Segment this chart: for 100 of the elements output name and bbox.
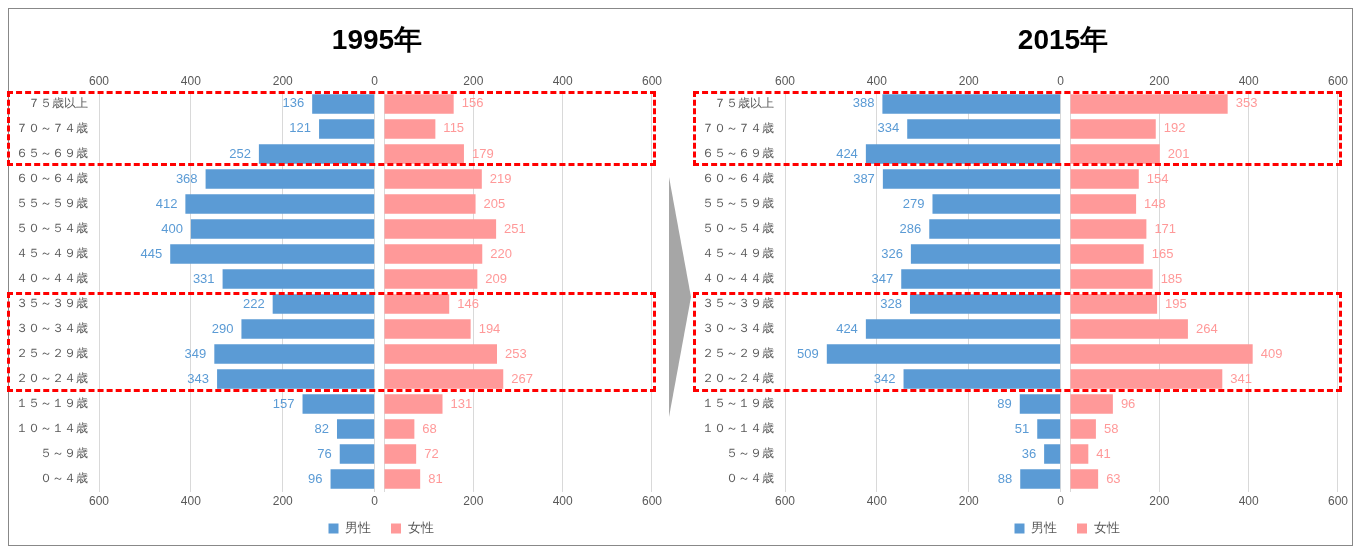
x2-tick-label: 200 [1149, 73, 1170, 88]
data-label: 388 [852, 95, 875, 111]
data-label: 267 [511, 370, 533, 386]
bar [907, 119, 1061, 139]
data-label: 148 [1144, 195, 1166, 211]
data-label: 154 [1146, 170, 1169, 186]
data-label: 131 [450, 395, 473, 411]
data-label: 146 [457, 295, 479, 311]
bar [170, 244, 375, 264]
bar [1037, 419, 1061, 439]
x-tick-label: 200 [958, 494, 980, 509]
y-tick-label: ５０～５４歳 [702, 221, 774, 236]
data-label: 424 [836, 145, 858, 161]
data-label: 205 [483, 195, 506, 211]
data-label: 72 [424, 445, 439, 461]
data-label: 209 [485, 270, 508, 286]
bar [1070, 94, 1228, 114]
x-tick-label: 400 [866, 494, 888, 509]
y-tick-label: ２５～２９歳 [16, 346, 88, 361]
y-tick-label: ４５～４９歳 [16, 246, 88, 261]
bar [865, 144, 1061, 164]
x2-tick-label: 400 [180, 73, 202, 88]
bar [1070, 269, 1153, 289]
y-tick-label: ６０～６４歳 [16, 171, 88, 186]
y-tick-label: ７０～７４歳 [702, 121, 774, 136]
x2-tick-label: 0 [371, 73, 379, 88]
y-tick-label: ５０～５４歳 [16, 221, 88, 236]
bar [272, 294, 375, 314]
x-tick-label: 400 [180, 494, 202, 509]
x2-tick-label: 600 [1327, 73, 1349, 88]
y-tick-label: ２５～２９歳 [702, 346, 774, 361]
bar [1070, 244, 1144, 264]
y-tick-label: ５５～５９歳 [702, 196, 774, 211]
data-label: 222 [242, 295, 265, 311]
bar [1070, 394, 1113, 414]
y-tick-label: ６５～６９歳 [702, 146, 774, 161]
data-label: 89 [997, 395, 1012, 411]
bar [1070, 319, 1188, 339]
bar [205, 169, 375, 189]
x2-tick-label: 200 [272, 73, 294, 88]
bar [384, 269, 478, 289]
data-label: 136 [282, 95, 305, 111]
bar [384, 419, 415, 439]
bar [339, 444, 375, 464]
bar [1070, 119, 1156, 139]
data-label: 331 [192, 270, 215, 286]
data-label: 279 [902, 195, 925, 211]
bar [330, 469, 375, 489]
x-tick-label: 600 [774, 494, 796, 509]
x-tick-label: 200 [463, 494, 484, 509]
y-tick-label: ３５～３９歳 [16, 296, 88, 311]
x-tick-label: 200 [272, 494, 294, 509]
bar [384, 144, 464, 164]
x-tick-label: 600 [88, 494, 110, 509]
bar [384, 469, 421, 489]
data-label: 424 [836, 320, 858, 336]
data-label: 171 [1154, 220, 1177, 236]
data-label: 165 [1151, 245, 1174, 261]
data-label: 96 [1120, 395, 1136, 411]
bar [258, 144, 375, 164]
y-tick-label: ３５～３９歳 [702, 296, 774, 311]
bar [882, 169, 1061, 189]
bar [1044, 444, 1061, 464]
data-label: 76 [317, 445, 332, 461]
bar [241, 319, 375, 339]
bar [929, 219, 1061, 239]
x2-tick-label: 400 [552, 73, 573, 88]
y-tick-label: ５～９歳 [40, 446, 88, 461]
x2-tick-label: 0 [1057, 73, 1065, 88]
data-label: 412 [155, 195, 178, 211]
bar [384, 319, 471, 339]
y-tick-label: ３０～３４歳 [702, 321, 774, 336]
bar [1070, 294, 1158, 314]
y-tick-label: ７０～７４歳 [16, 121, 88, 136]
y-tick-label: ２０～２４歳 [16, 371, 88, 386]
y-tick-label: ３０～３４歳 [16, 321, 88, 336]
bar [1070, 369, 1223, 389]
bar [384, 94, 454, 114]
data-label: 63 [1106, 470, 1121, 486]
bar [384, 369, 504, 389]
bar [384, 169, 482, 189]
bar [1070, 144, 1160, 164]
bar [384, 394, 443, 414]
x2-tick-label: 400 [1238, 73, 1259, 88]
bar [214, 344, 375, 364]
y-tick-label: １５～１９歳 [16, 396, 88, 411]
bar [336, 419, 375, 439]
bar [185, 194, 375, 214]
bar [932, 194, 1061, 214]
data-label: 195 [1165, 295, 1187, 311]
bar [865, 319, 1061, 339]
bar [1070, 169, 1139, 189]
data-label: 341 [1230, 370, 1253, 386]
x-tick-label: 600 [1327, 494, 1349, 509]
data-label: 264 [1195, 320, 1218, 336]
y-tick-label: ０～４歳 [40, 471, 88, 486]
data-label: 251 [504, 220, 526, 236]
bar [1070, 219, 1147, 239]
data-label: 445 [140, 245, 163, 261]
data-label: 349 [184, 345, 207, 361]
